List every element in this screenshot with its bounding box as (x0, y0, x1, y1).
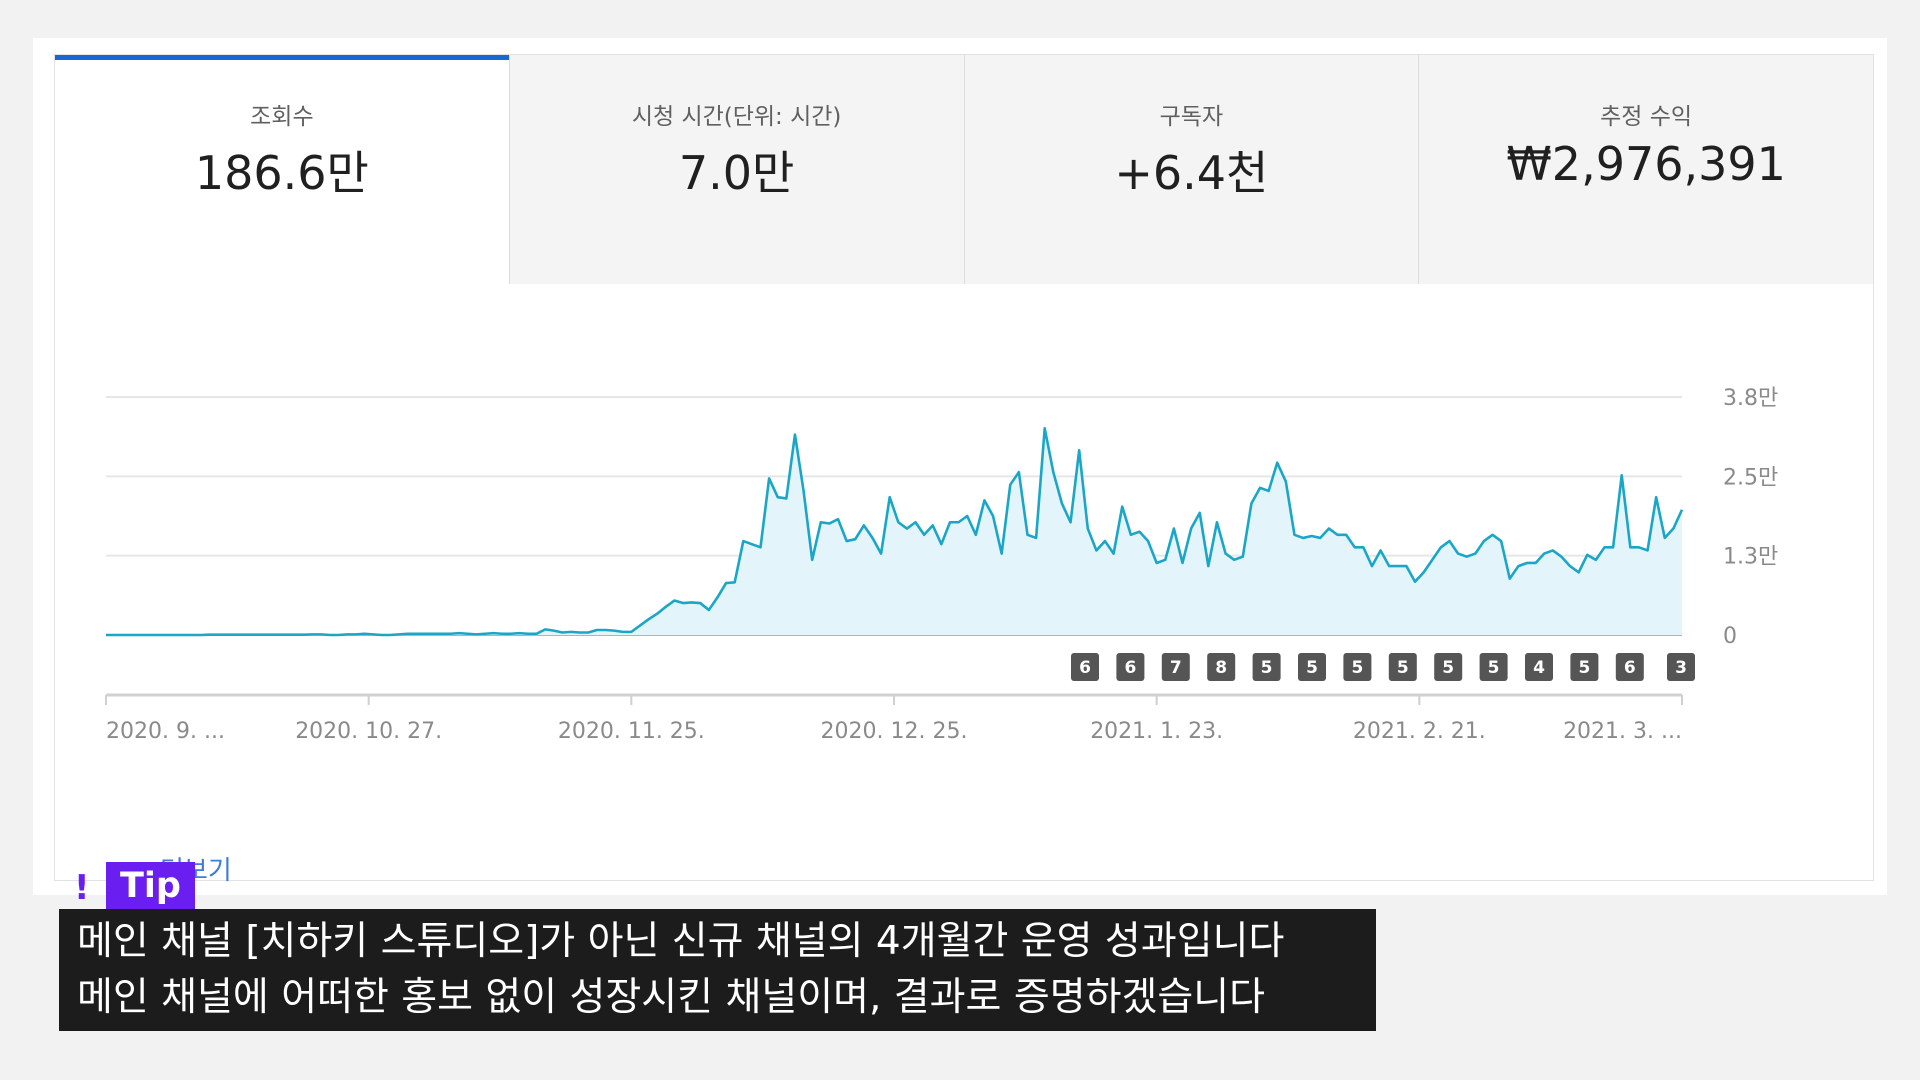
event-badge (1343, 653, 1372, 681)
views-chart: 0 1.3만 2.5만 3.8만 6 6 7 8 5 5 5 5 5 5 4 5 6 3 2020. 9. ... 2… (105, 386, 1778, 744)
tab-views-label: 조회수 (250, 104, 314, 130)
tip-badge: Tip (106, 862, 195, 910)
tab-revenue-label: 추정 수익 (1600, 104, 1693, 130)
event-badge-label: 5 (1351, 658, 1363, 678)
event-badge-label: 8 (1215, 658, 1227, 678)
tab-subscribers[interactable]: 구독자 +6.4천 (963, 55, 1419, 284)
x-tick-label: 2021. 3. ... (1563, 719, 1682, 744)
x-tick-label: 2020. 12. 25. (821, 719, 968, 744)
event-badge (1071, 653, 1099, 681)
event-badge-label: 6 (1079, 658, 1091, 678)
tab-views[interactable]: 조회수 186.6만 (55, 55, 509, 284)
tab-subscribers-label: 구독자 (1159, 104, 1224, 130)
event-badge (1116, 653, 1145, 681)
x-tick-label: 2020. 10. 27. (295, 719, 442, 744)
event-badge-label: 5 (1578, 658, 1590, 678)
x-tick-label: 2020. 9. ... (106, 719, 225, 744)
event-badge-label: 7 (1170, 658, 1182, 678)
x-tick-label: 2020. 11. 25. (558, 719, 705, 744)
tab-subscribers-value: +6.4천 (1114, 146, 1269, 200)
y-tick-label: 2.5만 (1723, 465, 1778, 490)
x-tick-label: 2021. 2. 21. (1353, 719, 1486, 744)
event-badge (1388, 653, 1417, 681)
event-badge-label: 5 (1261, 658, 1273, 678)
caption-line: 메인 채널에 어떠한 홍보 없이 성장시킨 채널이며, 결과로 증명하겠습니다 (77, 975, 1265, 1020)
event-badge-label: 5 (1306, 658, 1318, 678)
caption-box: 메인 채널 [치하키 스튜디오]가 아닌 신규 채널의 4개월간 운영 성과입니… (59, 909, 1376, 1031)
event-badge (1479, 653, 1508, 681)
event-badge (1161, 653, 1190, 681)
event-badge (1667, 653, 1695, 681)
caption-line: 메인 채널 [치하키 스튜디오]가 아닌 신규 채널의 4개월간 운영 성과입니… (77, 919, 1285, 964)
exclamation-icon: ! (74, 868, 90, 908)
tab-watch-time[interactable]: 시청 시간(단위: 시간) 7.0만 (508, 55, 964, 284)
event-badge-label: 5 (1442, 658, 1454, 678)
tab-watch-time-label: 시청 시간(단위: 시간) (631, 104, 842, 130)
y-tick-label: 1.3만 (1723, 545, 1778, 570)
analytics-card: 조회수 186.6만 시청 시간(단위: 시간) 7.0만 구독자 +6.4천 … (54, 54, 1874, 886)
series-area (106, 428, 1682, 635)
event-badge-label: 5 (1397, 658, 1409, 678)
series-line (106, 427, 1684, 637)
event-badge-label: 6 (1124, 658, 1136, 678)
event-badge (1434, 653, 1463, 681)
tab-revenue-value: ₩2,976,391 (1506, 137, 1786, 191)
event-badge (1615, 653, 1644, 681)
event-badge-label: 4 (1533, 658, 1545, 678)
x-tick-label: 2021. 1. 23. (1090, 719, 1223, 744)
tab-revenue[interactable]: 추정 수익 ₩2,976,391 (1418, 55, 1873, 284)
event-badge (1298, 653, 1326, 681)
y-tick-label: 0 (1723, 624, 1737, 649)
event-badge (1570, 653, 1599, 681)
event-badge (1252, 653, 1281, 681)
metric-tabs: 조회수 186.6만 시청 시간(단위: 시간) 7.0만 구독자 +6.4천 … (55, 55, 1873, 284)
event-badge-label: 3 (1675, 658, 1687, 678)
tab-watch-time-value: 7.0만 (678, 146, 795, 200)
event-badge (1207, 653, 1236, 681)
event-badge-label: 5 (1488, 658, 1500, 678)
tab-views-value: 186.6만 (194, 146, 369, 200)
event-badge (1525, 653, 1553, 681)
y-tick-label: 3.8만 (1723, 386, 1778, 411)
event-badge-label: 6 (1624, 658, 1636, 678)
